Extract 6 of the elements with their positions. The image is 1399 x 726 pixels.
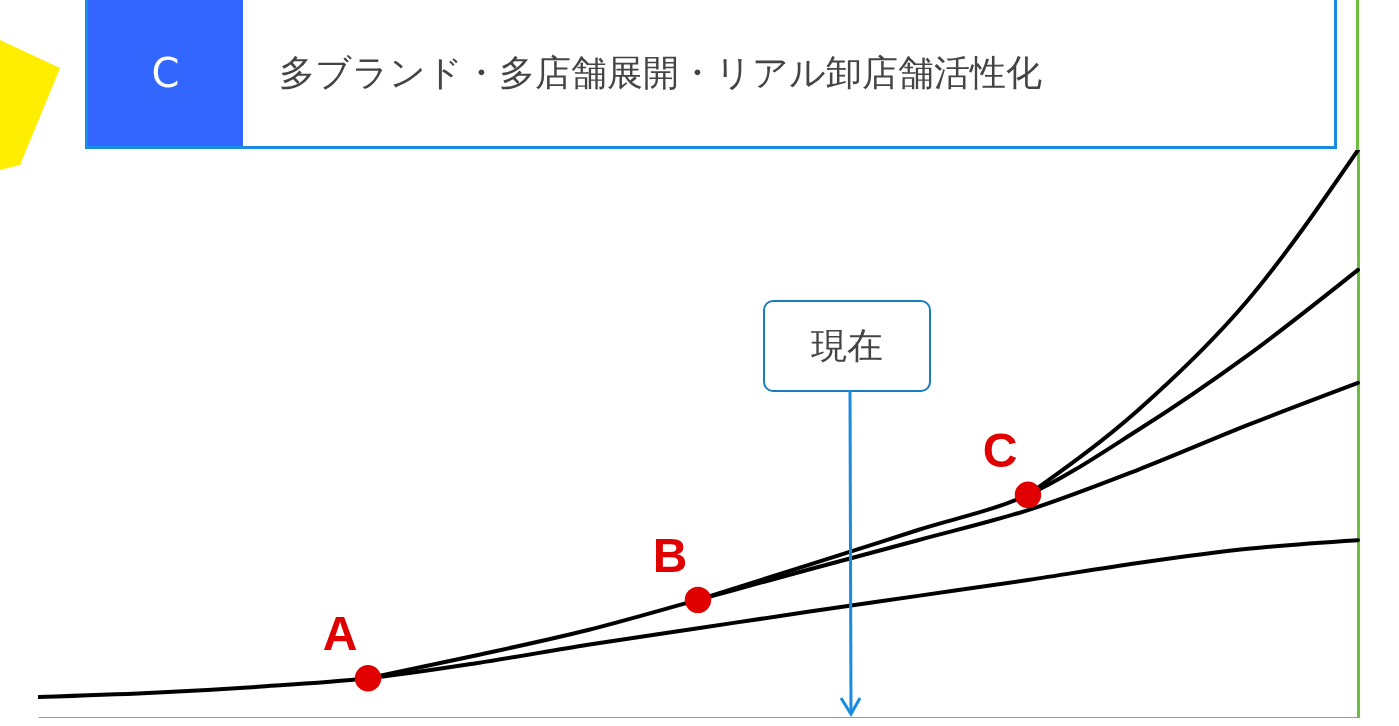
annotation: A	[322, 607, 358, 661]
annotation: C	[982, 423, 1018, 477]
chart-title: C	[88, 0, 243, 146]
annotation: 現在	[763, 300, 931, 392]
annotation: B	[652, 528, 688, 582]
chart-subtitle: 多ブランド・多店舗展開・リアル卸店舗活性化	[278, 50, 1042, 95]
